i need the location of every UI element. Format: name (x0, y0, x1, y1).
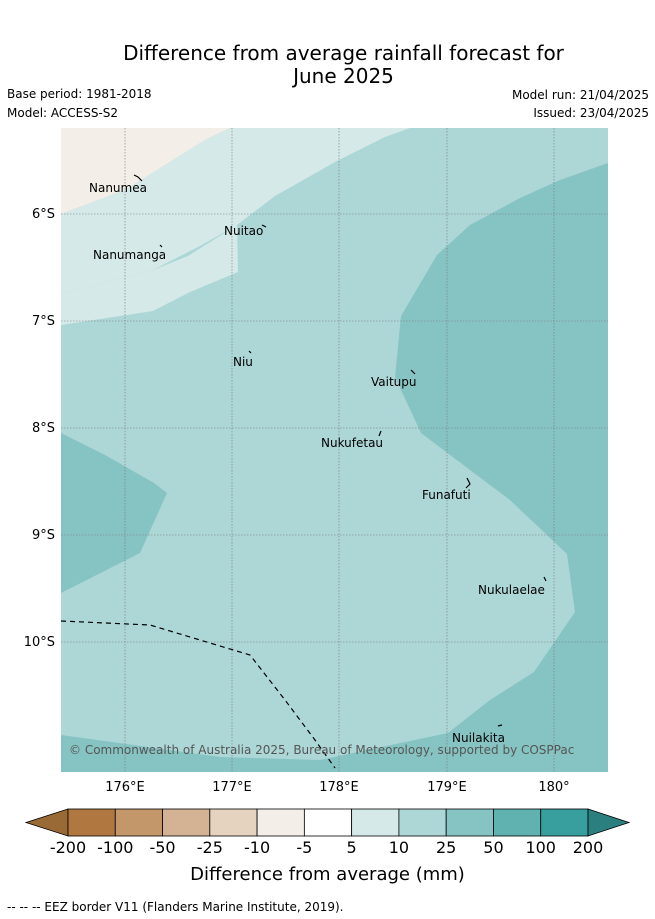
colorbar-swatch (493, 808, 542, 837)
colorbar-swatch (303, 808, 353, 837)
colorbar-swatch (351, 808, 400, 837)
lat-label-8s: 8°S (32, 421, 55, 436)
nanumanga-marker (159, 244, 163, 248)
colorbar-swatch (398, 808, 447, 837)
colorbar-swatch (445, 808, 494, 837)
colorbar-tick-label: 50 (483, 838, 504, 857)
funafuti-marker (465, 477, 471, 489)
colorbar-extend-high (587, 808, 631, 837)
issued-label: Issued: 23/04/2025 (533, 106, 649, 120)
colorbar-swatch (256, 808, 305, 837)
island-label-nuilakita: Nuilakita (452, 731, 505, 745)
niu-marker (248, 350, 252, 354)
colorbar-tick-label: -200 (49, 838, 87, 857)
lon-label-179e: 179°E (427, 780, 467, 795)
colorbar-swatch (540, 808, 589, 837)
colorbar-tick-label: -10 (244, 838, 271, 857)
colorbar-tick-label: -100 (97, 838, 134, 857)
colorbar (24, 808, 631, 837)
colorbar-title: Difference from average (mm) (190, 864, 465, 885)
lon-label-180: 180° (538, 780, 569, 795)
map-title-line1: Difference from average rainfall forecas… (123, 41, 564, 65)
colorbar-swatch (162, 808, 211, 837)
lat-label-10s: 10°S (24, 635, 55, 650)
island-markers (133, 174, 547, 727)
map-title-line2: June 2025 (293, 64, 394, 88)
lon-label-176e: 176°E (105, 780, 145, 795)
nukufetau-marker (378, 430, 382, 437)
lat-label-9s: 9°S (32, 528, 55, 543)
colorbar-tick-label: 200 (572, 838, 604, 857)
colorbar-extend-low (24, 808, 69, 837)
island-label-nuitao: Nuitao (224, 224, 263, 238)
lon-label-178e: 178°E (319, 780, 359, 795)
colorbar-swatch (67, 808, 116, 837)
island-label-nukufetau: Nukufetau (321, 436, 383, 450)
colorbar-tick-label: -5 (296, 838, 313, 857)
colorbar-tick-label: 25 (435, 838, 457, 857)
colorbar-tick-label: 10 (388, 838, 410, 857)
model-run-label: Model run: 21/04/2025 (511, 88, 649, 102)
colorbar-swatch (209, 808, 258, 837)
colorbar-tick-label: -50 (149, 838, 176, 857)
anomaly-region-5-10-north (61, 128, 410, 294)
vaitupu-marker (410, 369, 416, 375)
base-period-label: Base period: 1981-2018 (7, 87, 152, 101)
model-label: Model: ACCESS-S2 (7, 106, 119, 120)
island-label-nukulaelae: Nukulaelae (478, 583, 545, 597)
island-label-nanumanga: Nanumanga (93, 248, 166, 262)
colorbar-tick-label: -25 (196, 838, 223, 857)
nuilakita-marker (497, 724, 503, 727)
anomaly-region-minus10-minus5 (61, 128, 230, 214)
colorbar-swatch (114, 808, 163, 837)
island-label-vaitupu: Vaitupu (371, 375, 417, 389)
footer-note: -- -- -- EEZ border V11 (Flanders Marine… (7, 900, 344, 914)
anomaly-region-25-50-west (61, 433, 167, 593)
nanumea-marker (133, 174, 143, 182)
island-label-nanumea: Nanumea (89, 181, 147, 195)
anomaly-region-5-10-west (61, 225, 238, 325)
island-label-funafuti: Funafuti (422, 488, 471, 502)
island-label-niu: Niu (233, 355, 253, 369)
eez-border (61, 620, 336, 769)
graticule (61, 128, 608, 772)
copyright-notice: © Commonwealth of Australia 2025, Bureau… (69, 743, 574, 757)
anomaly-region-25-50-south (61, 690, 608, 772)
lat-label-7s: 7°S (32, 314, 55, 329)
colorbar-tick-label: 5 (346, 838, 357, 857)
colorbar-tick-label: 100 (525, 838, 556, 857)
lon-label-177e: 177°E (212, 780, 252, 795)
anomaly-region-25-50-east (395, 163, 608, 740)
nuitao-marker (261, 224, 267, 228)
nukulaelae-marker (543, 576, 547, 582)
map-area (61, 128, 608, 772)
lat-label-6s: 6°S (32, 207, 55, 222)
